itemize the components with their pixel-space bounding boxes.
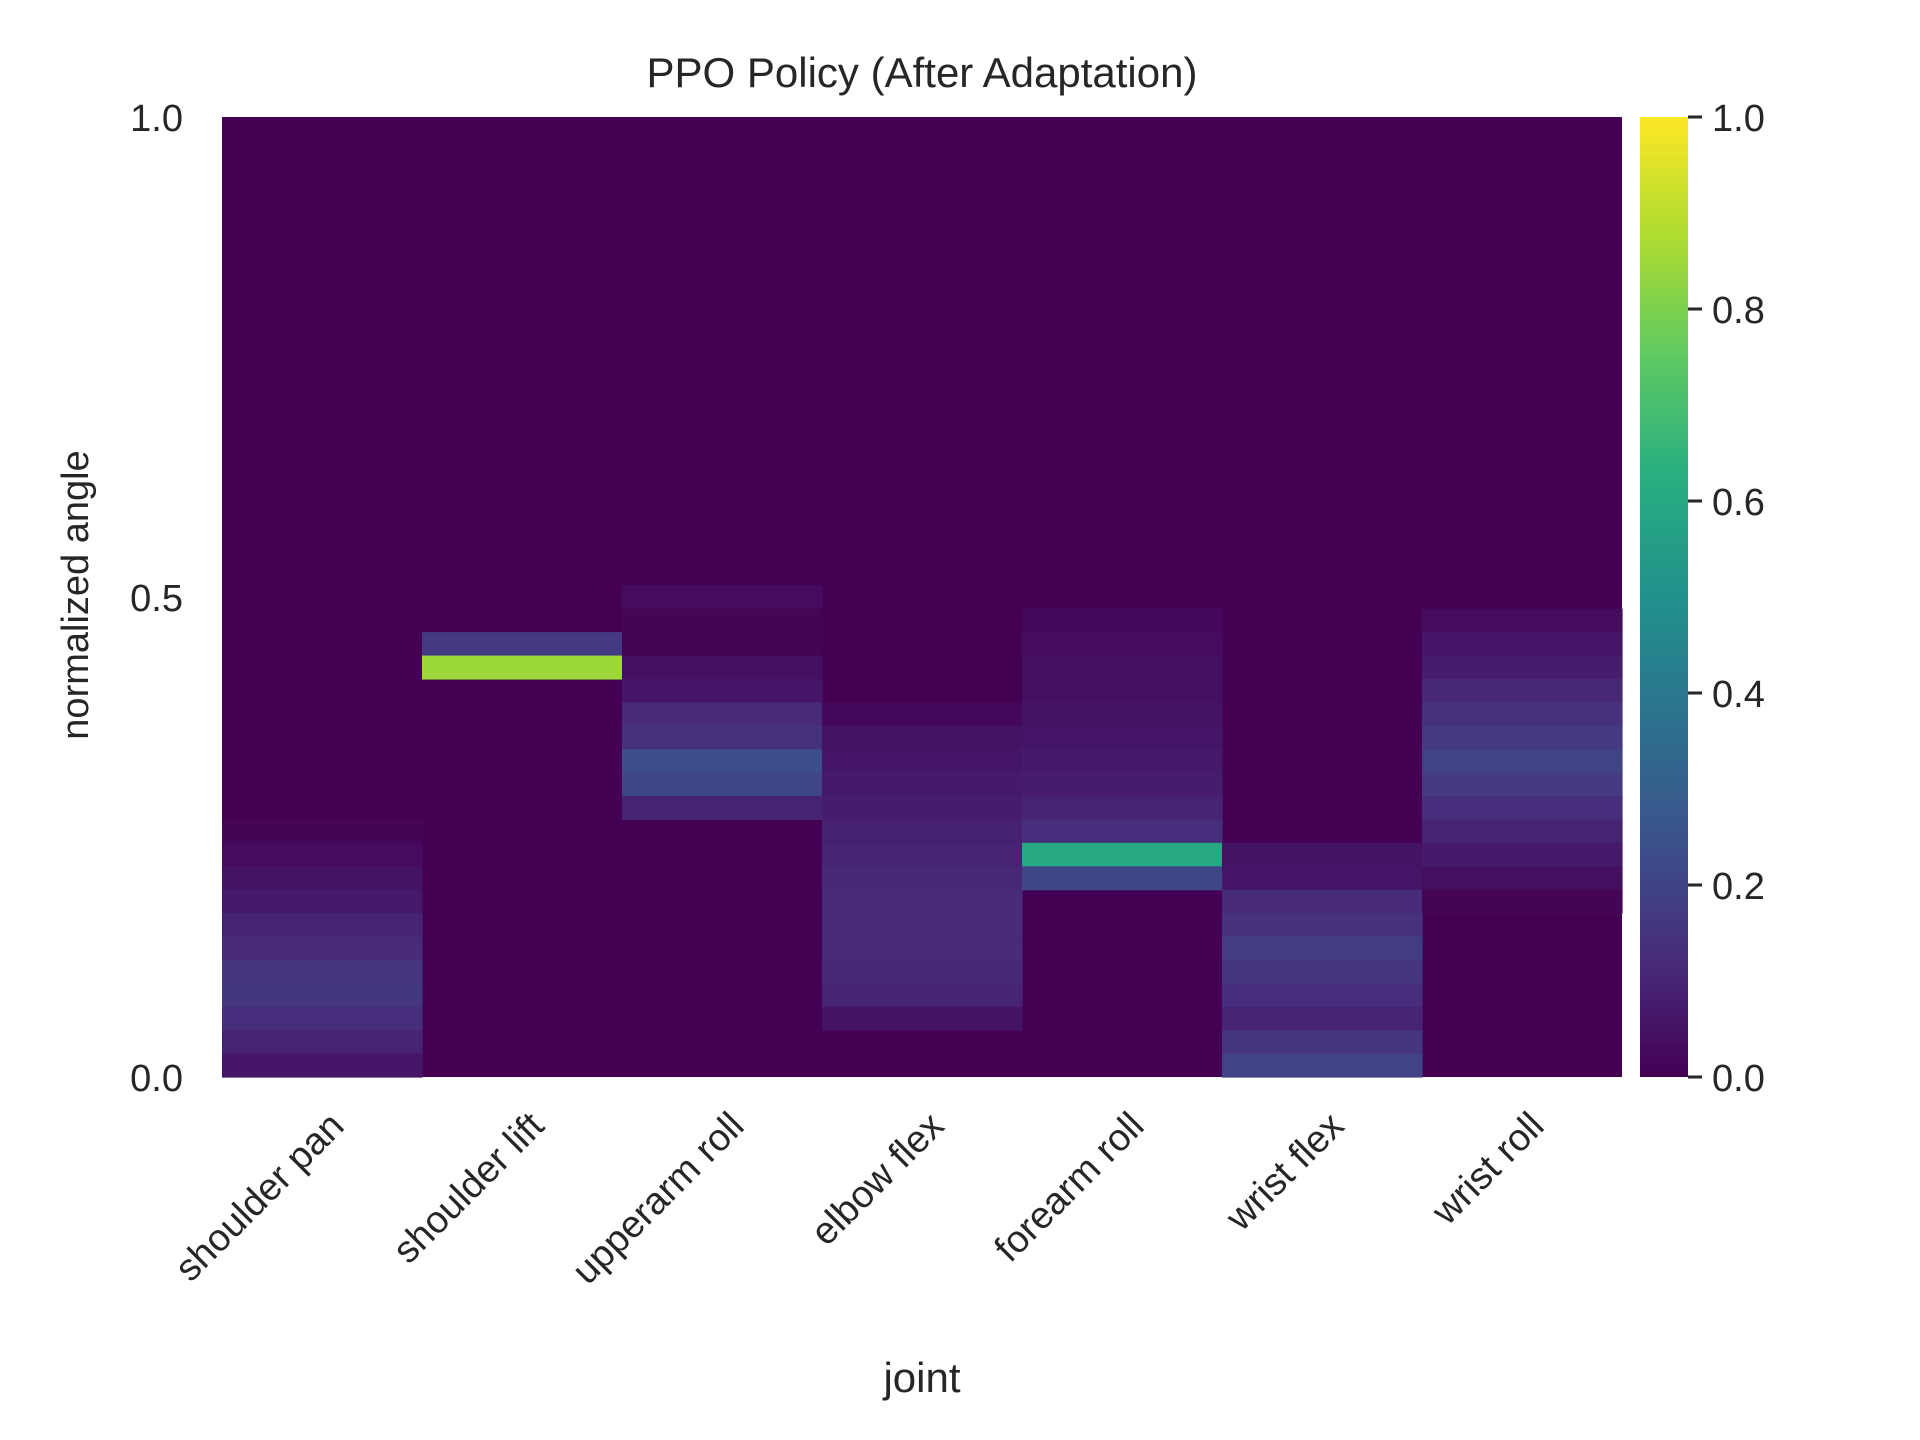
x-tick-label: wrist flex [1217, 1105, 1352, 1240]
heatmap-cell [622, 655, 823, 680]
heatmap-cell [1422, 655, 1623, 680]
x-tick-label: elbow flex [803, 1105, 952, 1254]
heatmap-cell [222, 983, 423, 1008]
heatmap-cell [1022, 749, 1223, 774]
heatmap-cell [622, 772, 823, 797]
heatmap-cell [422, 632, 623, 657]
chart-title: PPO Policy (After Adaptation) [647, 49, 1198, 96]
heatmap-cell [1022, 608, 1223, 633]
heatmap-cell [222, 866, 423, 891]
heatmap-cell [1222, 959, 1423, 984]
y-axis-label: normalized angle [55, 450, 97, 739]
heatmap-cell [1422, 796, 1623, 821]
heatmap-cell [822, 796, 1023, 821]
heatmap-cell [1022, 655, 1223, 680]
heatmap-cell [822, 702, 1023, 727]
y-tick-label: 1.0 [130, 98, 183, 140]
heatmap-cell [822, 725, 1023, 750]
heatmap-cell [1022, 702, 1223, 727]
heatmap-cell [1422, 819, 1623, 844]
heatmap-cell [1222, 1053, 1423, 1078]
x-axis-ticks: shoulder pan shoulder lift upperarm roll el… [167, 1104, 1552, 1292]
colorbar-tick-label: 0.8 [1712, 290, 1765, 332]
heatmap-cell [822, 842, 1023, 867]
heatmap-cell [1222, 1030, 1423, 1055]
heatmap-cell [422, 655, 623, 680]
heatmap-cell [1222, 866, 1423, 891]
heatmap-cell [222, 1053, 423, 1078]
colorbar-tick-label: 1.0 [1712, 98, 1765, 140]
heatmap-cell [1022, 772, 1223, 797]
heatmap-cell [622, 678, 823, 703]
heatmap-cell [622, 608, 823, 633]
heatmap-cell [822, 1006, 1023, 1031]
heatmap-cell [1222, 889, 1423, 914]
colorbar-tick-label: 0.4 [1712, 674, 1765, 716]
heatmap-cells [222, 117, 1623, 1078]
y-tick-label: 0.0 [130, 1058, 183, 1100]
heatmap-cell [622, 749, 823, 774]
heatmap-cell [1422, 608, 1623, 633]
colorbar-tick-label: 0.2 [1712, 866, 1765, 908]
x-tick-label: forearm roll [987, 1105, 1153, 1271]
heatmap-cell [822, 959, 1023, 984]
x-tick-label: upperarm roll [564, 1105, 752, 1293]
heatmap-cell [222, 1030, 423, 1055]
x-tick-label: shoulder lift [385, 1104, 552, 1271]
heatmap-cell [1022, 725, 1223, 750]
y-axis-ticks: 0.0 0.5 1.0 [130, 98, 183, 1100]
heatmap-cell [1222, 842, 1423, 867]
x-tick-label: shoulder pan [167, 1105, 352, 1290]
heatmap-cell [1022, 866, 1223, 891]
colorbar-ticks: 0.0 0.2 0.4 0.6 0.8 1.0 [1688, 98, 1765, 1100]
heatmap-cell [222, 842, 423, 867]
heatmap-cell [1422, 866, 1623, 891]
heatmap-cell [822, 819, 1023, 844]
colorbar [1640, 117, 1688, 1077]
heatmap-cell [1422, 749, 1623, 774]
heatmap-cell [1022, 632, 1223, 657]
heatmap-cell [1022, 819, 1223, 844]
heatmap-cell [1422, 702, 1623, 727]
x-tick-label: wrist roll [1423, 1105, 1552, 1234]
heatmap-cell [1222, 1006, 1423, 1031]
heatmap-cell [822, 889, 1023, 914]
heatmap-cell [1422, 725, 1623, 750]
heatmap-cell [622, 632, 823, 657]
x-axis-label: joint [881, 1354, 960, 1401]
colorbar-tick-label: 0.6 [1712, 482, 1765, 524]
heatmap-cell [1422, 678, 1623, 703]
heatmap-cell [222, 889, 423, 914]
y-tick-label: 0.5 [130, 578, 183, 620]
heatmap-cell [822, 913, 1023, 938]
heatmap-cell [1422, 632, 1623, 657]
heatmap-cell [1422, 889, 1623, 914]
heatmap-cell [622, 796, 823, 821]
heatmap-cell [822, 866, 1023, 891]
heatmap-cell [1222, 983, 1423, 1008]
heatmap-cell [1022, 842, 1223, 867]
heatmap-cell [622, 702, 823, 727]
heatmap-cell [1422, 842, 1623, 867]
heatmap-cell [1422, 772, 1623, 797]
heatmap-cell [622, 725, 823, 750]
heatmap-cell [822, 936, 1023, 961]
heatmap-cell [222, 913, 423, 938]
heatmap-cell [222, 819, 423, 844]
heatmap-cell [622, 585, 823, 610]
heatmap-cell [1222, 936, 1423, 961]
heatmap-cell [822, 983, 1023, 1008]
heatmap-cell [1222, 913, 1423, 938]
heatmap-cell [1022, 678, 1223, 703]
heatmap-cell [222, 959, 423, 984]
heatmap-cell [1022, 796, 1223, 821]
heatmap-cell [222, 936, 423, 961]
heatmap-cell [822, 749, 1023, 774]
heatmap-cell [822, 772, 1023, 797]
heatmap-cell [222, 1006, 423, 1031]
colorbar-tick-label: 0.0 [1712, 1058, 1765, 1100]
